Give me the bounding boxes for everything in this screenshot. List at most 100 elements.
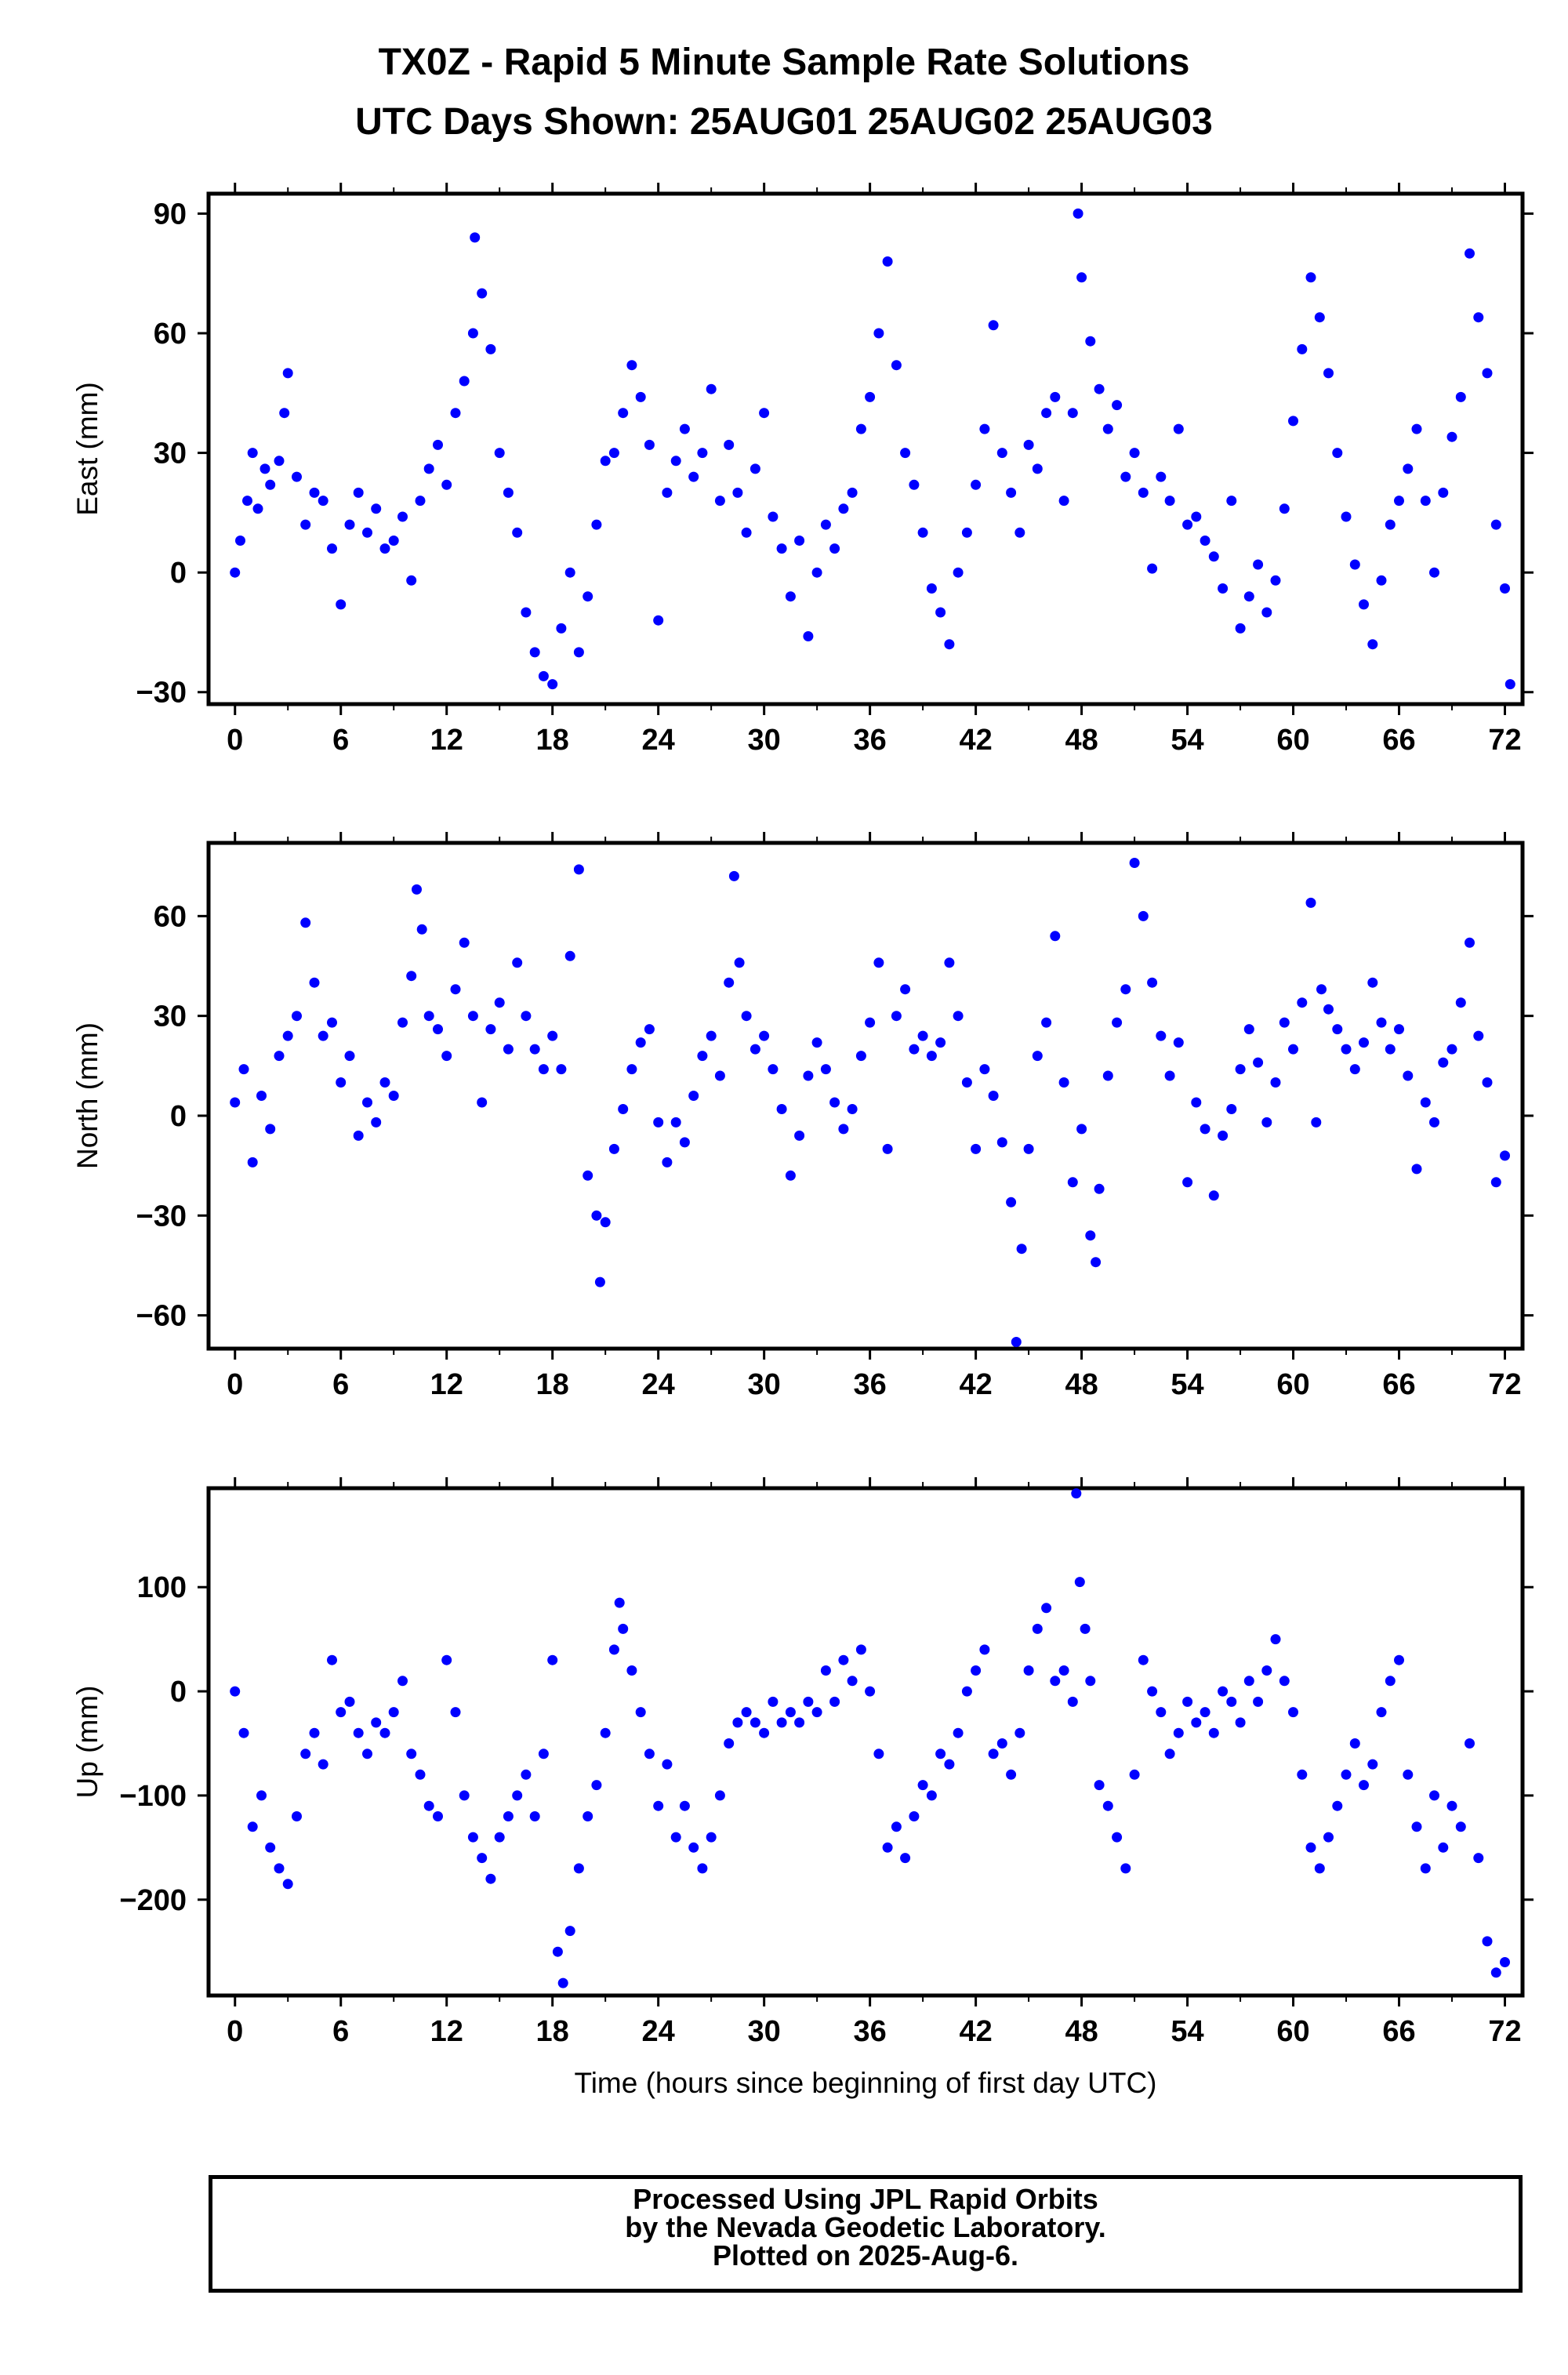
data-point [953, 567, 964, 578]
data-point [706, 1832, 717, 1843]
data-point [855, 423, 866, 434]
data-point [662, 487, 673, 498]
data-point [1323, 1004, 1334, 1015]
data-point [512, 1790, 523, 1801]
data-point [644, 1749, 655, 1759]
data-point [1085, 336, 1096, 347]
data-point [1270, 575, 1281, 586]
data-point [1076, 1124, 1087, 1135]
data-point [1085, 1230, 1096, 1241]
data-point [529, 1811, 540, 1821]
data-point [265, 1124, 276, 1135]
data-point [1420, 1097, 1431, 1108]
data-point [362, 1097, 372, 1108]
data-point [564, 567, 575, 578]
data-point [1138, 487, 1149, 498]
data-point [547, 1030, 558, 1041]
x-tick-label: 54 [1171, 1368, 1203, 1401]
data-point [1394, 496, 1404, 507]
data-point [1341, 1769, 1352, 1780]
data-point [1279, 503, 1290, 514]
x-tick-label: 12 [430, 2015, 463, 2048]
data-point [900, 1853, 911, 1864]
data-point [1429, 567, 1439, 578]
data-point [759, 1030, 770, 1041]
data-point [450, 408, 461, 419]
data-point [274, 1051, 285, 1062]
data-point [935, 607, 946, 618]
data-point [591, 1780, 602, 1791]
data-point [591, 1210, 602, 1221]
east-y-axis-label: East (mm) [71, 382, 103, 516]
data-point [591, 519, 602, 530]
data-point [1200, 1707, 1210, 1718]
x-tick-label: 18 [536, 724, 569, 757]
y-tick-label: −60 [136, 1300, 187, 1333]
data-point [1394, 1654, 1404, 1665]
data-point [538, 1749, 549, 1759]
data-point [688, 471, 699, 482]
data-point [688, 1091, 699, 1101]
data-point [1341, 1044, 1352, 1055]
data-point [944, 1759, 955, 1770]
data-point [679, 423, 690, 434]
data-point [847, 487, 858, 498]
data-point [512, 527, 523, 538]
y-tick-label: −30 [136, 677, 187, 710]
data-point [556, 1064, 567, 1075]
data-point [1164, 1070, 1175, 1081]
data-point [697, 1863, 708, 1874]
data-point [891, 1821, 902, 1832]
data-point [1403, 1070, 1414, 1081]
data-point [503, 1811, 514, 1821]
data-point [450, 984, 461, 995]
data-point [873, 957, 884, 968]
data-point [1120, 984, 1131, 995]
data-point [1147, 1686, 1158, 1697]
data-point [926, 1051, 937, 1062]
data-point [608, 1644, 619, 1655]
data-point [1112, 1017, 1123, 1028]
data-point [1288, 1044, 1298, 1055]
data-point [1394, 1024, 1404, 1035]
data-point [1411, 423, 1422, 434]
data-point [971, 1665, 982, 1676]
x-tick-label: 36 [853, 724, 886, 757]
data-point [1323, 368, 1334, 379]
data-point [362, 527, 372, 538]
data-point [327, 1654, 337, 1665]
data-point [433, 439, 443, 450]
data-point [1332, 1024, 1343, 1035]
data-point [838, 1124, 849, 1135]
data-point [494, 448, 505, 459]
data-point [379, 543, 390, 554]
data-point [260, 463, 270, 474]
data-point [608, 1143, 619, 1154]
data-point [882, 1143, 893, 1154]
data-point [318, 1030, 328, 1041]
data-point [459, 1790, 470, 1801]
data-point [423, 1011, 434, 1022]
data-point [917, 1780, 928, 1791]
data-point [732, 487, 743, 498]
data-point [820, 1064, 831, 1075]
data-point [1191, 1717, 1202, 1728]
data-point [996, 1137, 1007, 1148]
x-tick-label: 48 [1065, 724, 1098, 757]
data-point [1191, 1097, 1202, 1108]
x-tick-label: 66 [1382, 1368, 1415, 1401]
data-point [618, 408, 629, 419]
data-point [441, 1051, 452, 1062]
y-tick-label: −200 [119, 1884, 187, 1917]
x-tick-label: 42 [959, 1368, 992, 1401]
chart-title-line2: UTC Days Shown: 25AUG01 25AUG02 25AUG03 [355, 101, 1213, 143]
x-tick-label: 18 [536, 2015, 569, 2048]
data-point [494, 997, 505, 1008]
data-point [1218, 583, 1229, 594]
data-point [618, 1104, 629, 1114]
data-point [1279, 1017, 1290, 1028]
data-point [734, 957, 745, 968]
data-point [230, 1686, 241, 1697]
chart-title-line1: TX0Z - Rapid 5 Minute Sample Rate Soluti… [378, 42, 1190, 83]
data-point [768, 1064, 779, 1075]
